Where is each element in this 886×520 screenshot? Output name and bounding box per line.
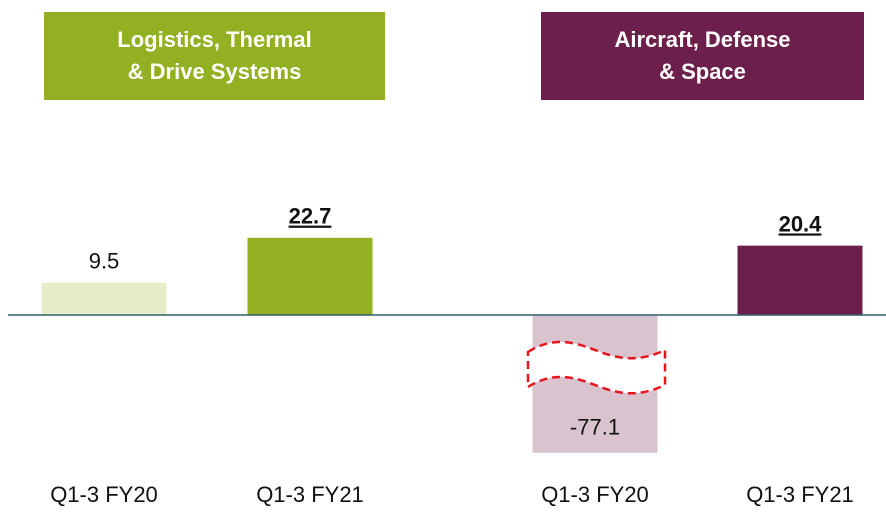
value-label: 22.7 bbox=[289, 204, 332, 229]
x-tick-label: Q1-3 FY21 bbox=[746, 482, 854, 507]
bar bbox=[737, 245, 863, 315]
group-header: Logistics, Thermal & Drive Systems bbox=[44, 12, 385, 100]
x-tick-label: Q1-3 FY21 bbox=[256, 482, 364, 507]
x-tick-label: Q1-3 FY20 bbox=[541, 482, 649, 507]
axis-break bbox=[526, 340, 667, 395]
x-tick-label: Q1-3 FY20 bbox=[50, 482, 158, 507]
group-header: Aircraft, Defense & Space bbox=[541, 12, 864, 100]
value-label: 9.5 bbox=[89, 249, 120, 274]
bar bbox=[41, 282, 167, 315]
value-label: -77.1 bbox=[570, 415, 620, 440]
bar bbox=[247, 237, 373, 315]
value-label: 20.4 bbox=[779, 211, 823, 236]
